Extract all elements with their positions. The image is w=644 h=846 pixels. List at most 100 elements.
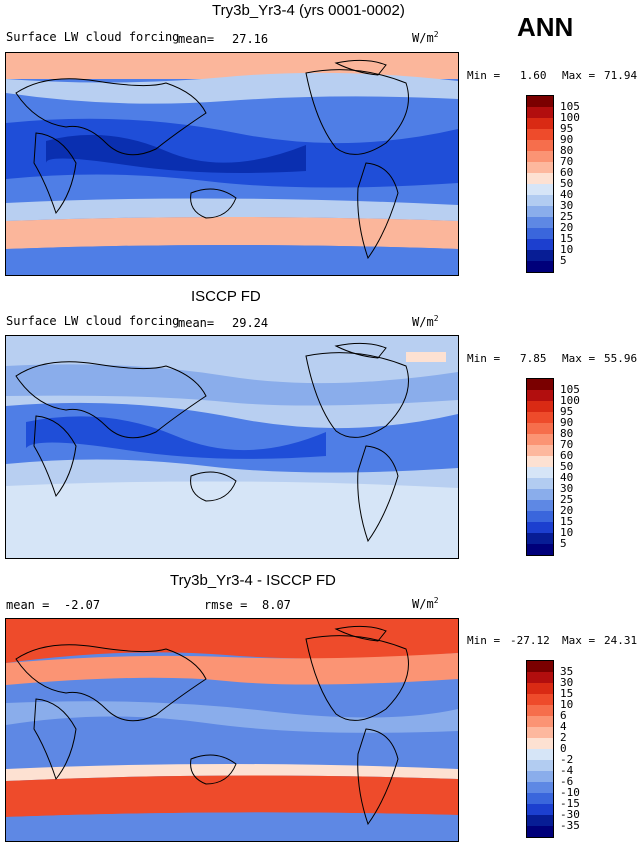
panel2-max-value: 55.96 <box>604 352 638 365</box>
colorbar-level-label: 105 <box>560 100 580 113</box>
panel2-max-label: Max = <box>562 352 596 365</box>
colorbar-level-label: 5 <box>560 254 567 267</box>
colorbar-level-label: 0 <box>560 742 567 755</box>
colorbar-swatch <box>527 804 553 815</box>
colorbar-level-label: 10 <box>560 526 574 539</box>
panel1-map <box>5 52 459 276</box>
colorbar-level-label: 5 <box>560 537 567 550</box>
colorbar-swatch <box>527 261 553 272</box>
colorbar-swatch <box>527 129 553 140</box>
colorbar-swatch <box>527 705 553 716</box>
colorbar-level-label: 100 <box>560 394 580 407</box>
colorbar-level-label: -4 <box>560 764 574 777</box>
colorbar-swatch <box>527 826 553 837</box>
panel1-max-label: Max = <box>562 69 596 82</box>
colorbar-level-label: 80 <box>560 144 574 157</box>
colorbar-swatch <box>527 793 553 804</box>
colorbar-swatch <box>527 184 553 195</box>
colorbar-swatch <box>527 500 553 511</box>
colorbar-level-label: 10 <box>560 698 574 711</box>
colorbar-swatch <box>527 749 553 760</box>
colorbar-level-label: 70 <box>560 155 574 168</box>
colorbar-level-label: 50 <box>560 177 574 190</box>
colorbar-level-label: 105 <box>560 383 580 396</box>
panel1-mean-label: mean= <box>178 32 215 46</box>
colorbar-swatch <box>527 217 553 228</box>
colorbar-swatch <box>527 771 553 782</box>
colorbar-swatch <box>527 140 553 151</box>
panel3-min-label: Min = <box>467 634 501 647</box>
colorbar-level-label: 35 <box>560 665 574 678</box>
panel2-colorbar <box>526 378 554 556</box>
colorbar-level-label: 25 <box>560 493 574 506</box>
colorbar-swatch <box>527 412 553 423</box>
colorbar-swatch <box>527 683 553 694</box>
panel3-rmse-label: rmse = <box>204 598 248 612</box>
colorbar-swatch <box>527 544 553 555</box>
colorbar-level-label: -15 <box>560 797 580 810</box>
colorbar-level-label: 6 <box>560 709 567 722</box>
colorbar-swatch <box>527 173 553 184</box>
colorbar-swatch <box>527 782 553 793</box>
panel1-min-value: 1.60 <box>520 69 547 82</box>
panel3-mean-value: -2.07 <box>64 598 101 612</box>
colorbar-swatch <box>527 401 553 412</box>
colorbar-swatch <box>527 390 553 401</box>
panel2-units: W/m2 <box>412 314 439 329</box>
panel1-mean-value: 27.16 <box>232 32 269 46</box>
colorbar-swatch <box>527 423 553 434</box>
panel1-variable: Surface LW cloud forcing <box>6 30 180 44</box>
panel3-map <box>5 618 459 842</box>
colorbar-level-label: 95 <box>560 405 574 418</box>
colorbar-swatch <box>527 434 553 445</box>
colorbar-swatch <box>527 467 553 478</box>
panel2-mean-label: mean= <box>178 316 215 330</box>
panel3-max-value: 24.31 <box>604 634 638 647</box>
colorbar-level-label: -6 <box>560 775 574 788</box>
colorbar-level-label: 90 <box>560 133 574 146</box>
colorbar-level-label: 15 <box>560 515 574 528</box>
colorbar-swatch <box>527 533 553 544</box>
colorbar-level-label: 90 <box>560 416 574 429</box>
colorbar-swatch <box>527 716 553 727</box>
colorbar-level-label: 10 <box>560 243 574 256</box>
colorbar-swatch <box>527 672 553 683</box>
colorbar-swatch <box>527 522 553 533</box>
colorbar-level-label: 30 <box>560 482 574 495</box>
colorbar-level-label: -2 <box>560 753 574 766</box>
panel2-min-value: 7.85 <box>520 352 547 365</box>
colorbar-swatch <box>527 250 553 261</box>
panel3-max-label: Max = <box>562 634 596 647</box>
colorbar-level-label: -35 <box>560 819 580 832</box>
colorbar-swatch <box>527 379 553 390</box>
panel3-title: Try3b_Yr3-4 - ISCCP FD <box>170 572 336 589</box>
colorbar-swatch <box>527 760 553 771</box>
colorbar-swatch <box>527 478 553 489</box>
colorbar-level-label: 60 <box>560 166 574 179</box>
panel3-units: W/m2 <box>412 596 439 611</box>
colorbar-level-label: 50 <box>560 460 574 473</box>
panel3-min-value: -27.12 <box>510 634 550 647</box>
colorbar-swatch <box>527 151 553 162</box>
panel1-min-label: Min = <box>467 69 501 82</box>
colorbar-level-label: 30 <box>560 199 574 212</box>
colorbar-level-label: 25 <box>560 210 574 223</box>
colorbar-swatch <box>527 96 553 107</box>
colorbar-swatch <box>527 815 553 826</box>
colorbar-level-label: 70 <box>560 438 574 451</box>
colorbar-swatch <box>527 239 553 250</box>
colorbar-level-label: 4 <box>560 720 567 733</box>
colorbar-level-label: 40 <box>560 188 574 201</box>
panel1-units: W/m2 <box>412 30 439 45</box>
colorbar-level-label: 60 <box>560 449 574 462</box>
colorbar-swatch <box>527 727 553 738</box>
colorbar-swatch <box>527 195 553 206</box>
colorbar-swatch <box>527 738 553 749</box>
colorbar-swatch <box>527 162 553 173</box>
colorbar-level-label: 20 <box>560 221 574 234</box>
panel2-mean-value: 29.24 <box>232 316 269 330</box>
colorbar-swatch <box>527 489 553 500</box>
colorbar-level-label: 40 <box>560 471 574 484</box>
panel1-colorbar <box>526 95 554 273</box>
colorbar-level-label: 95 <box>560 122 574 135</box>
